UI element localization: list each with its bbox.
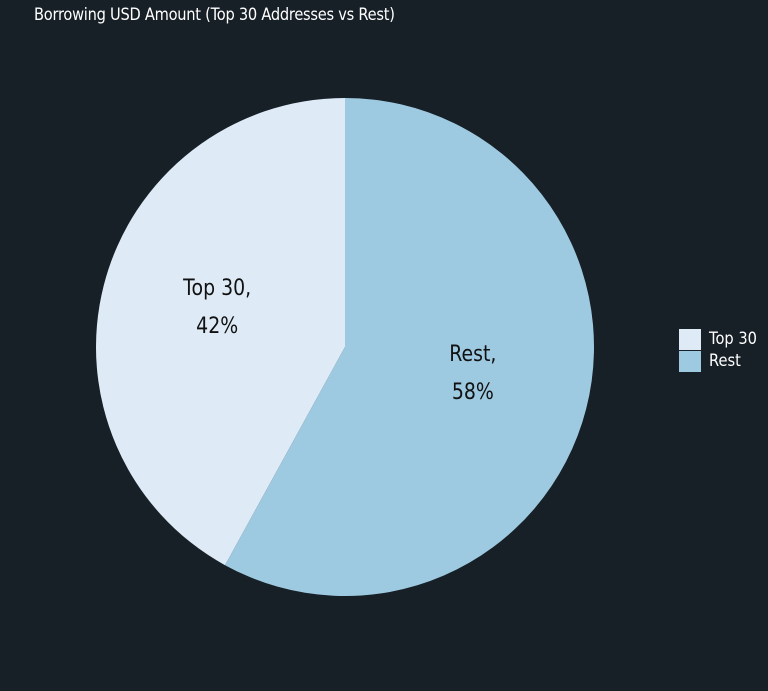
legend-item-rest: Rest [679,350,765,372]
pie-slices [95,98,594,596]
pie-slice-top-30 [95,98,346,566]
slice-label-rest: Rest, 58% [449,340,496,404]
legend-label-top-30: Top 30 [709,329,757,349]
pie-slice-rest [225,98,594,596]
chart-legend: Top 30 Rest [679,328,765,372]
legend-label-rest: Rest [709,351,741,371]
legend-item-top-30: Top 30 [679,328,765,350]
chart-title: Borrowing USD Amount (Top 30 Addresses v… [34,5,395,25]
legend-swatch-top-30 [679,328,701,350]
pie-labels: Top 30, 42% Rest, 58% [182,275,496,404]
legend-swatch-rest [679,350,701,372]
slice-label-top-30: Top 30, 42% [182,275,251,339]
